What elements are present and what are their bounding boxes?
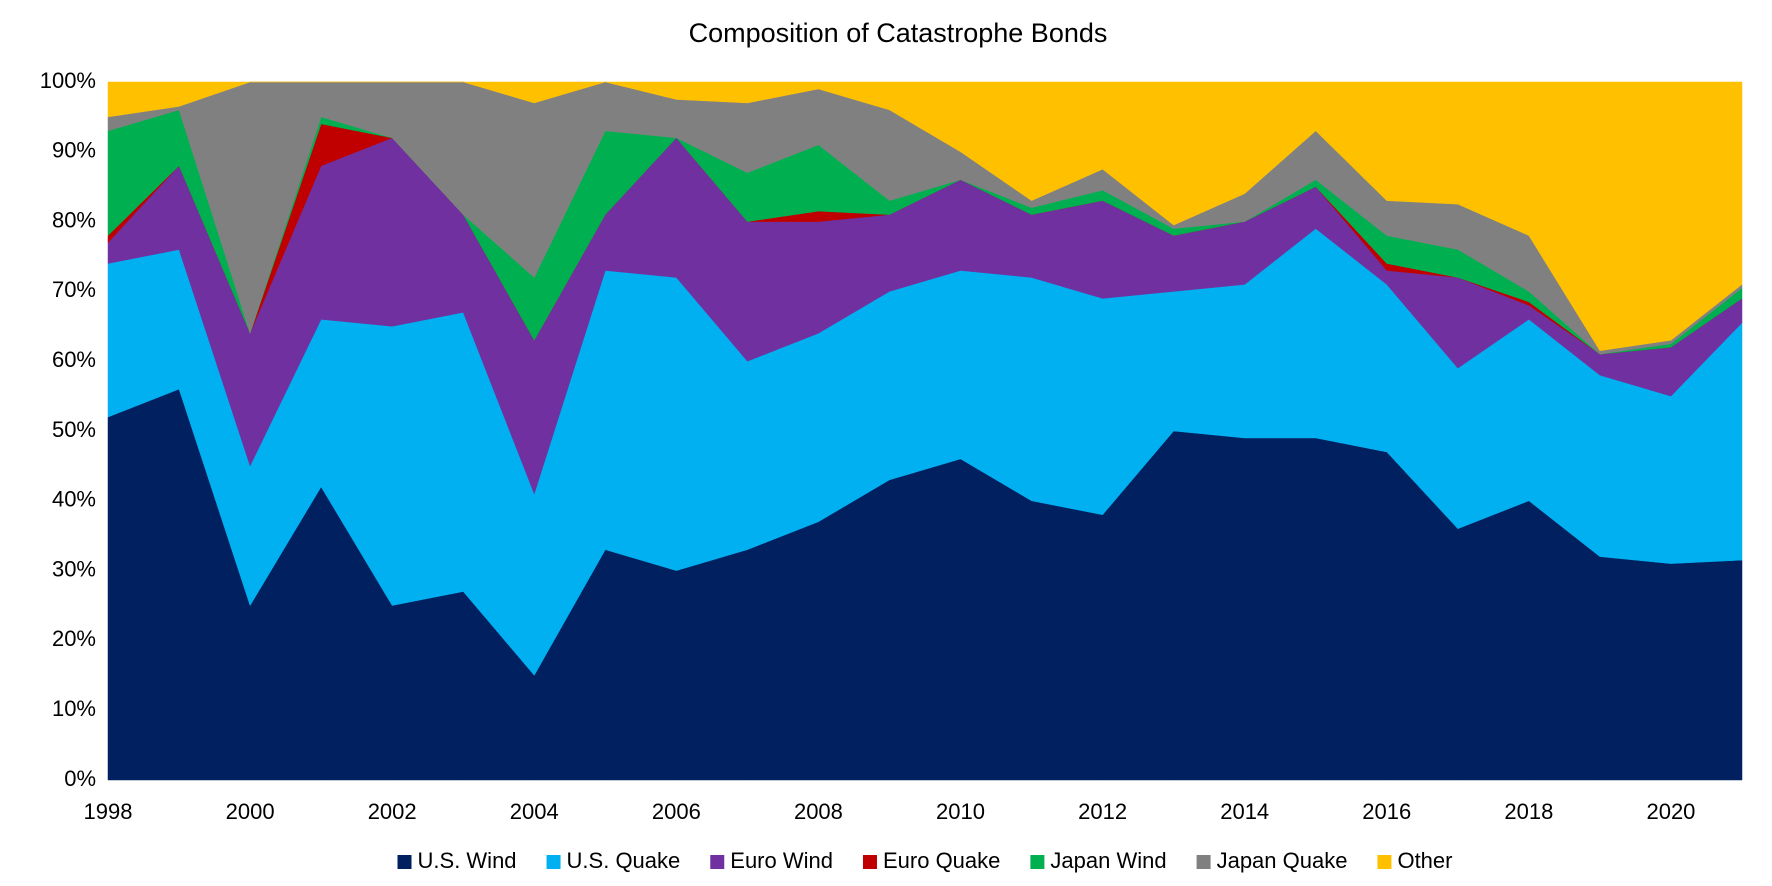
legend-swatch xyxy=(1030,855,1045,869)
y-tick-label: 20% xyxy=(52,626,96,651)
axes: 0% 10% 20% 30% 40% 50% 60% 70% 80% 90% 100% 1998 200… xyxy=(40,68,1696,824)
legend-item: Euro Quake xyxy=(862,848,1000,873)
legend-label: Other xyxy=(1397,848,1452,873)
legend-swatch xyxy=(397,855,412,869)
legend-item: U.S. Quake xyxy=(546,848,681,873)
x-tick-label: 2004 xyxy=(510,799,559,824)
legend-swatch xyxy=(862,855,877,869)
y-tick-label: 10% xyxy=(52,696,96,721)
y-tick-label: 100% xyxy=(40,68,96,93)
legend-item: U.S. Wind xyxy=(397,848,517,873)
y-tick-label: 60% xyxy=(52,347,96,372)
x-tick-label: 2016 xyxy=(1362,799,1411,824)
legend-swatch xyxy=(546,855,561,869)
y-tick-label: 70% xyxy=(52,277,96,302)
area xyxy=(107,81,1743,352)
x-tick-label: 2000 xyxy=(226,799,275,824)
x-tick-label: 2008 xyxy=(794,799,843,824)
legend: U.S. Wind U.S. Quake Euro Wind Euro Quake Ja… xyxy=(397,848,1452,873)
legend-swatch xyxy=(710,855,725,869)
legend-label: Euro Wind xyxy=(730,848,833,873)
legend-item: Japan Wind xyxy=(1030,848,1167,873)
y-tick-label: 50% xyxy=(52,417,96,442)
legend-swatch xyxy=(1196,855,1211,869)
legend-label: U.S. Wind xyxy=(418,848,517,873)
x-tick-label: 2012 xyxy=(1078,799,1127,824)
x-tick-label: 2018 xyxy=(1504,799,1553,824)
legend-label: Japan Quake xyxy=(1217,848,1348,873)
legend-label: U.S. Quake xyxy=(567,848,681,873)
x-tick-label: 2014 xyxy=(1220,799,1269,824)
y-tick-label: 90% xyxy=(52,138,96,163)
x-tick-label: 1998 xyxy=(84,799,133,824)
x-tick-label: 2002 xyxy=(368,799,417,824)
legend-label: Japan Wind xyxy=(1050,848,1166,873)
y-tick-label: 80% xyxy=(52,207,96,232)
chart-title: Composition of Catastrophe Bonds xyxy=(689,18,1108,48)
plot-area xyxy=(107,81,1743,781)
x-tick-label: 2010 xyxy=(936,799,985,824)
y-tick-label: 0% xyxy=(64,766,96,791)
legend-item: Japan Quake xyxy=(1196,848,1348,873)
legend-label: Euro Quake xyxy=(883,848,1000,873)
x-tick-label: 2020 xyxy=(1646,799,1695,824)
legend-item: Euro Wind xyxy=(710,848,833,873)
y-tick-label: 40% xyxy=(52,487,96,512)
x-tick-label: 2006 xyxy=(652,799,701,824)
y-tick-label: 30% xyxy=(52,556,96,581)
legend-swatch xyxy=(1377,855,1392,869)
legend-item: Other xyxy=(1377,848,1452,873)
